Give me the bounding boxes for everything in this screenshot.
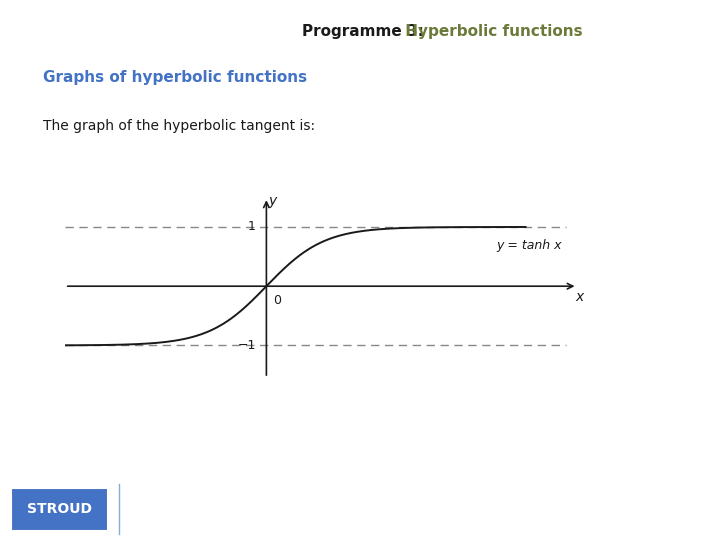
Text: 1: 1	[248, 220, 256, 233]
Text: Worked examples and exercises are in the text: Worked examples and exercises are in the…	[194, 502, 598, 516]
Text: y = tanh x: y = tanh x	[497, 239, 562, 252]
Text: −1: −1	[238, 339, 256, 352]
Text: Programme 3:: Programme 3:	[302, 24, 430, 39]
Text: Graphs of hyperbolic functions: Graphs of hyperbolic functions	[43, 70, 307, 85]
Text: ❄: ❄	[664, 499, 683, 519]
Text: $y$: $y$	[268, 194, 279, 210]
FancyBboxPatch shape	[11, 488, 108, 531]
Text: 0: 0	[273, 294, 281, 307]
Text: $x$: $x$	[575, 290, 585, 304]
Text: The graph of the hyperbolic tangent is:: The graph of the hyperbolic tangent is:	[43, 119, 315, 133]
Text: Hyperbolic functions: Hyperbolic functions	[400, 24, 582, 39]
Text: STROUD: STROUD	[27, 502, 92, 516]
